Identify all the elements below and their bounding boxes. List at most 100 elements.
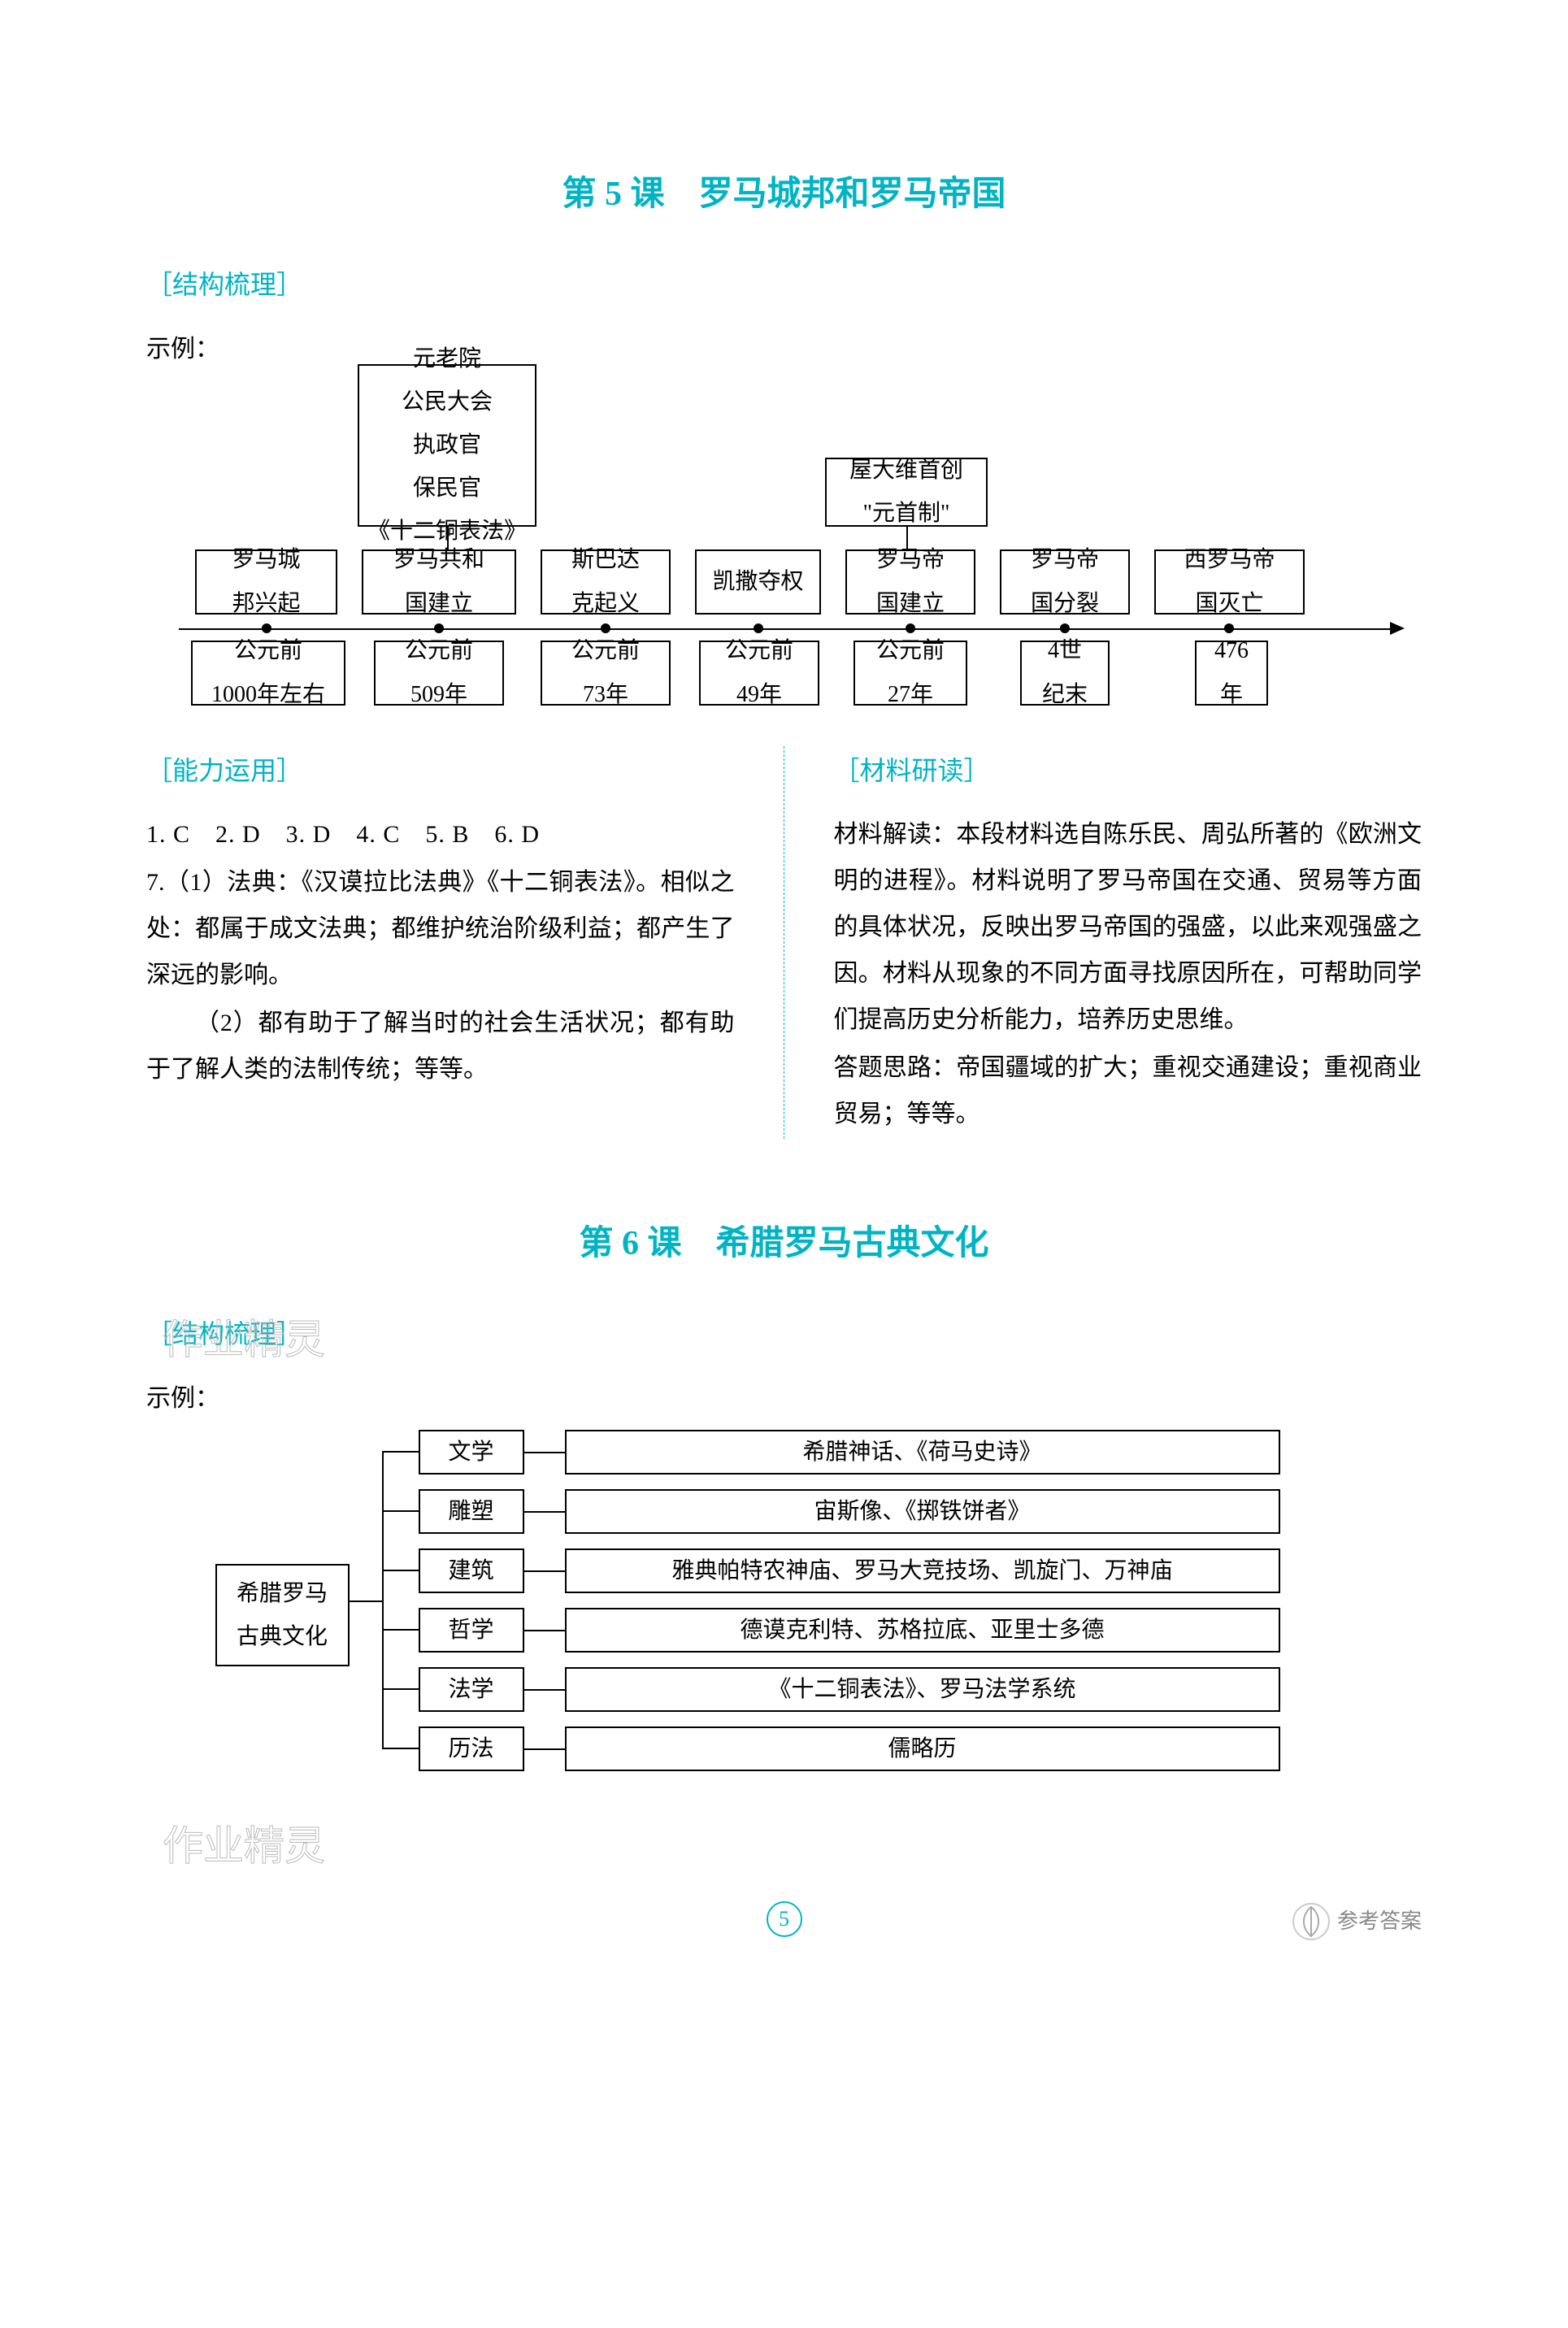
r0-stub — [382, 1451, 419, 1453]
r3-br — [524, 1608, 565, 1653]
leaf-icon — [1292, 1902, 1331, 1941]
tb1-l2: 公民大会 — [402, 380, 493, 423]
event-5-l2: 国分裂 — [1031, 582, 1099, 625]
event-6-l2: 国灭亡 — [1195, 582, 1263, 625]
timeline-topbox-2: 屋大维首创 "元首制" — [825, 458, 988, 527]
material-column: ［材料研读］ 材料解读：本段材料选自陈乐民、周弘所著的《欧洲文明的进程》。材料说… — [834, 746, 1422, 1140]
event-1-l1: 罗马共和 — [393, 538, 484, 581]
event-4-l2: 国建立 — [876, 582, 945, 625]
hierarchy-diagram: 希腊罗马 古典文化 文学 希腊神话、《荷马史诗》 雕塑 宙斯像、《掷铁饼者》 建… — [215, 1430, 1353, 1820]
date-5: 4世纪末 — [1020, 641, 1110, 706]
timeline-arrow-icon — [1390, 622, 1405, 635]
q7-part1: 7.（1）法典：《汉谟拉比法典》《十二铜表法》。相似之处：都属于成文法典；都维护… — [146, 859, 735, 998]
r1-stub — [382, 1510, 419, 1512]
date-1: 公元前509年 — [374, 641, 504, 706]
ability-column: ［能力运用］ 1. C 2. D 3. D 4. C 5. B 6. D 7.（… — [146, 746, 735, 1140]
r3-stub — [382, 1629, 419, 1631]
r5-stub — [382, 1748, 419, 1749]
hierarchy-root: 希腊罗马 古典文化 — [215, 1564, 350, 1666]
date-1-l1: 公元前 — [405, 629, 473, 672]
date-6-l1: 476 — [1214, 629, 1249, 672]
event-5-l1: 罗马帝 — [1031, 538, 1099, 581]
structure-header-6: ［结构梳理］ — [146, 1310, 1422, 1359]
h-row-2: 建筑 雅典帕特农神庙、罗马大竞技场、凯旋门、万神庙 — [382, 1548, 1280, 1593]
mc-answers: 1. C 2. D 3. D 4. C 5. B 6. D — [146, 811, 735, 858]
r1-br — [524, 1489, 565, 1534]
event-0-l2: 邦兴起 — [232, 582, 300, 625]
date-0-l1: 公元前 — [234, 629, 302, 672]
cat-5: 历法 — [419, 1726, 524, 1771]
desc-1: 宙斯像、《掷铁饼者》 — [565, 1489, 1280, 1534]
lesson-6-title: 第 6 课 希腊罗马古典文化 — [146, 1212, 1422, 1277]
material-header: ［材料研读］ — [834, 746, 1422, 796]
cat-4: 法学 — [419, 1667, 524, 1712]
date-5-l1: 4世 — [1048, 629, 1082, 672]
desc-5: 儒略历 — [565, 1726, 1280, 1771]
cat-2: 建筑 — [419, 1548, 524, 1593]
date-2: 公元前73年 — [541, 641, 671, 706]
lesson-5-section: 第 5 课 罗马城邦和罗马帝国 ［结构梳理］ 示例： 元老院 公民大会 执政官 … — [146, 163, 1422, 1139]
desc-0: 希腊神话、《荷马史诗》 — [565, 1430, 1280, 1475]
material-p2: 答题思路：帝国疆域的扩大；重视交通建设；重视商业贸易；等等。 — [834, 1045, 1422, 1137]
tb2-l1: 屋大维首创 — [849, 449, 963, 492]
r4-stub — [382, 1688, 419, 1690]
example-label: 示例： — [146, 326, 1422, 372]
date-2-l2: 73年 — [583, 673, 628, 716]
event-2: 斯巴达克起义 — [541, 549, 671, 615]
date-3-l1: 公元前 — [725, 629, 793, 672]
h-row-1: 雕塑 宙斯像、《掷铁饼者》 — [382, 1489, 1280, 1534]
event-5: 罗马帝国分裂 — [1000, 549, 1130, 615]
r2-stub — [382, 1570, 419, 1571]
r0-br — [524, 1430, 565, 1475]
event-4: 罗马帝国建立 — [845, 549, 975, 615]
r2-br — [524, 1548, 565, 1593]
h-row-5: 历法 儒略历 — [382, 1726, 1280, 1771]
h-row-3: 哲学 德谟克利特、苏格拉底、亚里士多德 — [382, 1608, 1280, 1653]
h-row-4: 法学 《十二铜表法》、罗马法学系统 — [382, 1667, 1280, 1712]
date-4-l2: 27年 — [888, 673, 933, 716]
date-3: 公元前49年 — [699, 641, 819, 706]
event-3: 凯撒夺权 — [695, 549, 821, 615]
tb1-l1: 元老院 — [413, 337, 481, 380]
example-label-6: 示例： — [146, 1375, 1422, 1422]
lesson-5-title: 第 5 课 罗马城邦和罗马帝国 — [146, 163, 1422, 228]
desc-4: 《十二铜表法》、罗马法学系统 — [565, 1667, 1280, 1712]
event-1-l2: 国建立 — [405, 582, 473, 625]
page-footer: 5 参考答案 — [146, 1901, 1422, 1966]
desc-2: 雅典帕特农神庙、罗马大竞技场、凯旋门、万神庙 — [565, 1548, 1280, 1593]
desc-3: 德谟克利特、苏格拉底、亚里士多德 — [565, 1608, 1280, 1653]
r5-br — [524, 1726, 565, 1771]
h-row-0: 文学 希腊神话、《荷马史诗》 — [382, 1430, 1280, 1475]
cat-0: 文学 — [419, 1430, 524, 1475]
date-5-l2: 纪末 — [1042, 673, 1088, 716]
event-2-l2: 克起义 — [571, 582, 640, 625]
column-divider — [784, 746, 785, 1140]
event-1: 罗马共和国建立 — [362, 549, 516, 615]
date-2-l1: 公元前 — [571, 629, 640, 672]
ability-header: ［能力运用］ — [146, 746, 735, 796]
two-column-section: ［能力运用］ 1. C 2. D 3. D 4. C 5. B 6. D 7.（… — [146, 746, 1422, 1140]
q7-part2: （2）都有助于了解当时的社会生活状况；都有助于了解人类的法制传统；等等。 — [146, 1000, 735, 1092]
footer-text: 参考答案 — [1337, 1901, 1422, 1941]
timeline-diagram: 元老院 公民大会 执政官 保民官 《十二铜表法》 屋大维首创 "元首制" 罗马城… — [146, 380, 1414, 706]
date-6-l2: 年 — [1220, 673, 1243, 716]
date-4-l1: 公元前 — [876, 629, 945, 672]
r4-br — [524, 1667, 565, 1712]
root-conn-h — [350, 1600, 382, 1602]
date-3-l2: 49年 — [736, 673, 782, 716]
date-6: 476年 — [1195, 641, 1268, 706]
cat-1: 雕塑 — [419, 1489, 524, 1534]
tb1-l4: 保民官 — [413, 467, 481, 510]
event-0: 罗马城邦兴起 — [195, 549, 337, 615]
page-number: 5 — [767, 1901, 802, 1937]
material-p1: 材料解读：本段材料选自陈乐民、周弘所著的《欧洲文明的进程》。材料说明了罗马帝国在… — [834, 811, 1422, 1043]
cat-3: 哲学 — [419, 1608, 524, 1653]
event-4-l1: 罗马帝 — [876, 538, 945, 581]
event-2-l1: 斯巴达 — [571, 538, 640, 581]
event-6-l1: 西罗马帝 — [1184, 538, 1275, 581]
footer-label: 参考答案 — [1292, 1901, 1422, 1941]
event-6: 西罗马帝国灭亡 — [1154, 549, 1305, 615]
structure-header: ［结构梳理］ — [146, 260, 1422, 310]
date-0-l2: 1000年左右 — [211, 673, 325, 716]
tb1-l3: 执政官 — [413, 423, 481, 467]
